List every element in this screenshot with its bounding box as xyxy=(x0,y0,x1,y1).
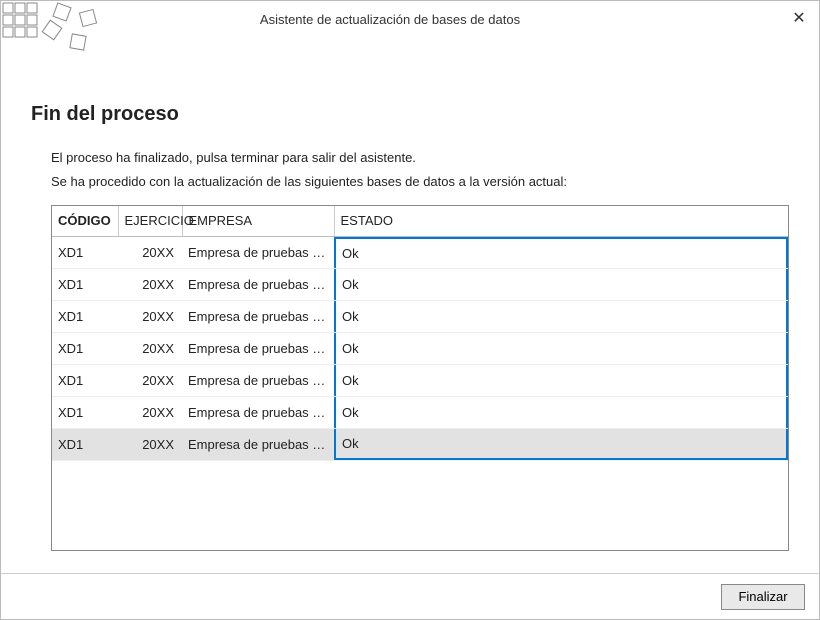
col-header-codigo[interactable]: CÓDIGO xyxy=(52,206,118,236)
description-line-2: Se ha procedido con la actualización de … xyxy=(51,172,789,192)
table-row[interactable]: XD120XXEmpresa de pruebas de F...Ok xyxy=(52,364,788,396)
table-row[interactable]: XD120XXEmpresa de pruebas de F...Ok xyxy=(52,236,788,268)
description-line-1: El proceso ha finalizado, pulsa terminar… xyxy=(51,148,789,168)
cell-codigo: XD1 xyxy=(52,364,118,396)
cell-ejercicio: 20XX xyxy=(118,268,182,300)
col-header-empresa[interactable]: EMPRESA xyxy=(182,206,334,236)
content-area: Fin del proceso El proceso ha finalizado… xyxy=(1,37,819,573)
cell-codigo: XD1 xyxy=(52,332,118,364)
app-logo-icon xyxy=(1,1,101,61)
cell-estado: Ok xyxy=(334,364,788,396)
cell-estado: Ok xyxy=(334,396,788,428)
table-row[interactable]: XD120XXEmpresa de pruebas de F...Ok xyxy=(52,428,788,460)
cell-empresa: Empresa de pruebas de F... xyxy=(182,300,334,332)
cell-ejercicio: 20XX xyxy=(118,300,182,332)
cell-empresa: Empresa de pruebas de F... xyxy=(182,236,334,268)
table-row[interactable]: XD120XXEmpresa de pruebas de F...Ok xyxy=(52,396,788,428)
cell-estado: Ok xyxy=(334,332,788,364)
page-heading: Fin del proceso xyxy=(31,103,789,126)
cell-codigo: XD1 xyxy=(52,268,118,300)
titlebar: Asistente de actualización de bases de d… xyxy=(1,1,819,37)
cell-codigo: XD1 xyxy=(52,300,118,332)
cell-ejercicio: 20XX xyxy=(118,428,182,460)
col-header-ejercicio[interactable]: EJERCICIO xyxy=(118,206,182,236)
table-row[interactable]: XD120XXEmpresa de pruebas de F...Ok xyxy=(52,268,788,300)
wizard-window: Asistente de actualización de bases de d… xyxy=(0,0,820,620)
cell-ejercicio: 20XX xyxy=(118,396,182,428)
col-header-estado[interactable]: ESTADO xyxy=(334,206,788,236)
table-header-row: CÓDIGO EJERCICIO EMPRESA ESTADO xyxy=(52,206,788,236)
cell-codigo: XD1 xyxy=(52,396,118,428)
cell-empresa: Empresa de pruebas de F... xyxy=(182,396,334,428)
cell-estado: Ok xyxy=(334,300,788,332)
cell-codigo: XD1 xyxy=(52,428,118,460)
table-row[interactable]: XD120XXEmpresa de pruebas de F...Ok xyxy=(52,332,788,364)
window-title: Asistente de actualización de bases de d… xyxy=(1,12,779,27)
cell-ejercicio: 20XX xyxy=(118,364,182,396)
footer-bar: Finalizar xyxy=(1,573,819,619)
cell-ejercicio: 20XX xyxy=(118,332,182,364)
cell-estado: Ok xyxy=(334,428,788,460)
cell-ejercicio: 20XX xyxy=(118,236,182,268)
cell-codigo: XD1 xyxy=(52,236,118,268)
cell-estado: Ok xyxy=(334,236,788,268)
cell-empresa: Empresa de pruebas de F... xyxy=(182,428,334,460)
cell-estado: Ok xyxy=(334,268,788,300)
table-row[interactable]: XD120XXEmpresa de pruebas de F...Ok xyxy=(52,300,788,332)
finish-button[interactable]: Finalizar xyxy=(721,584,805,610)
close-icon[interactable]: ✕ xyxy=(779,1,819,37)
cell-empresa: Empresa de pruebas de F... xyxy=(182,268,334,300)
cell-empresa: Empresa de pruebas de F... xyxy=(182,364,334,396)
cell-empresa: Empresa de pruebas de F... xyxy=(182,332,334,364)
results-table: CÓDIGO EJERCICIO EMPRESA ESTADO XD120XXE… xyxy=(51,205,789,551)
